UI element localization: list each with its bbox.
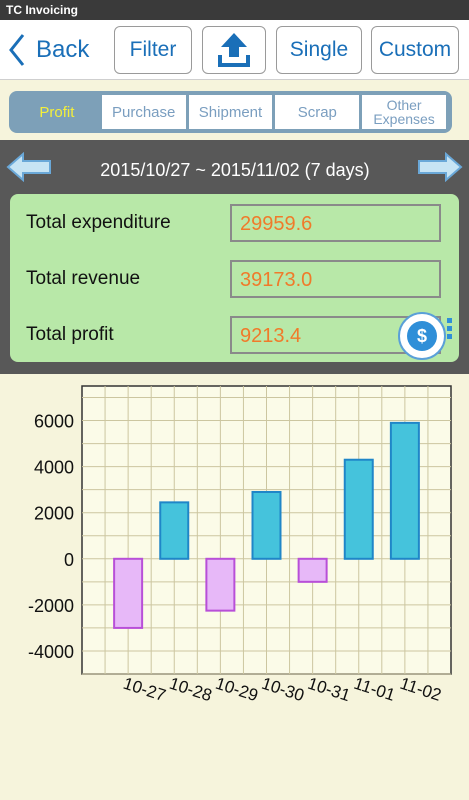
toolbar: Back Filter Single Custom (0, 20, 469, 80)
tab-label: Scrap (297, 103, 337, 121)
y-tick-label: 4000 (34, 458, 74, 478)
currency-button[interactable]: $ (398, 312, 446, 360)
expenditure-value: 29959.6 (230, 204, 441, 242)
previous-period-arrow-icon[interactable] (6, 152, 52, 182)
app-title: TC Invoicing (6, 3, 78, 17)
custom-label: Custom (378, 38, 452, 61)
bar (159, 501, 190, 560)
dollar-coin-icon: $ (407, 321, 437, 351)
filter-button[interactable]: Filter (114, 26, 192, 74)
x-tick-label: 11-02 (398, 674, 444, 705)
upload-icon (218, 33, 250, 67)
back-button[interactable]: Back (8, 28, 108, 72)
tab-profit[interactable]: Profit (15, 95, 99, 129)
report-tabs: Profit Purchase Shipment Scrap Other Exp… (9, 91, 452, 133)
upload-button[interactable] (202, 26, 266, 74)
tab-purchase[interactable]: Purchase (101, 95, 186, 129)
tab-scrap[interactable]: Scrap (275, 95, 360, 129)
tab-other-expenses[interactable]: Other Expenses (362, 95, 446, 129)
y-tick-label: 6000 (34, 412, 74, 432)
y-tick-label: 2000 (34, 504, 74, 524)
tab-label: Purchase (112, 103, 176, 121)
single-label: Single (289, 38, 349, 61)
bar (113, 557, 144, 629)
more-options-icon[interactable] (447, 318, 453, 342)
back-label: Back (36, 36, 90, 63)
bar (343, 458, 374, 560)
back-arrow-icon (9, 34, 25, 66)
bar (251, 490, 282, 560)
tab-shipment[interactable]: Shipment (188, 95, 273, 129)
revenue-label: Total revenue (26, 268, 141, 289)
tab-label: Other Expenses (373, 97, 435, 127)
bar (389, 421, 420, 560)
tab-label: Profit (39, 103, 75, 121)
y-tick-label: -4000 (28, 642, 74, 662)
expenditure-label: Total expenditure (26, 212, 171, 233)
app-title-bar: TC Invoicing (0, 0, 469, 20)
revenue-value: 39173.0 (230, 260, 441, 298)
bar (297, 557, 328, 583)
x-tick-label: 10-31 (305, 674, 352, 706)
summary-card: Total expenditure 29959.6 Total revenue … (10, 194, 459, 362)
x-tick-label: 10-29 (213, 674, 260, 706)
y-tick-label: 0 (64, 550, 74, 570)
profit-chart: 6000 4000 2000 0 -2000 -4000 10-27 10-28 10-29 10… (0, 374, 469, 800)
profit-bar-chart: 6000400020000-2000-400010-2710-2810-2910… (28, 385, 452, 706)
profit-label: Total profit (26, 324, 114, 345)
filter-label: Filter (129, 38, 177, 61)
x-tick-label: 10-27 (121, 674, 168, 706)
single-button[interactable]: Single (276, 26, 362, 74)
next-period-arrow-icon[interactable] (417, 152, 463, 182)
summary-panel: 2015/10/27 ~ 2015/11/02 (7 days) Total e… (0, 140, 469, 374)
x-tick-label: 10-30 (259, 674, 306, 706)
custom-button[interactable]: Custom (371, 26, 459, 74)
x-tick-label: 10-28 (167, 674, 214, 706)
x-tick-label: 11-01 (352, 674, 398, 705)
date-range: 2015/10/27 ~ 2015/11/02 (7 days) (100, 160, 370, 180)
tab-label: Shipment (198, 103, 263, 121)
bar (205, 557, 236, 612)
y-tick-label: -2000 (28, 596, 74, 616)
